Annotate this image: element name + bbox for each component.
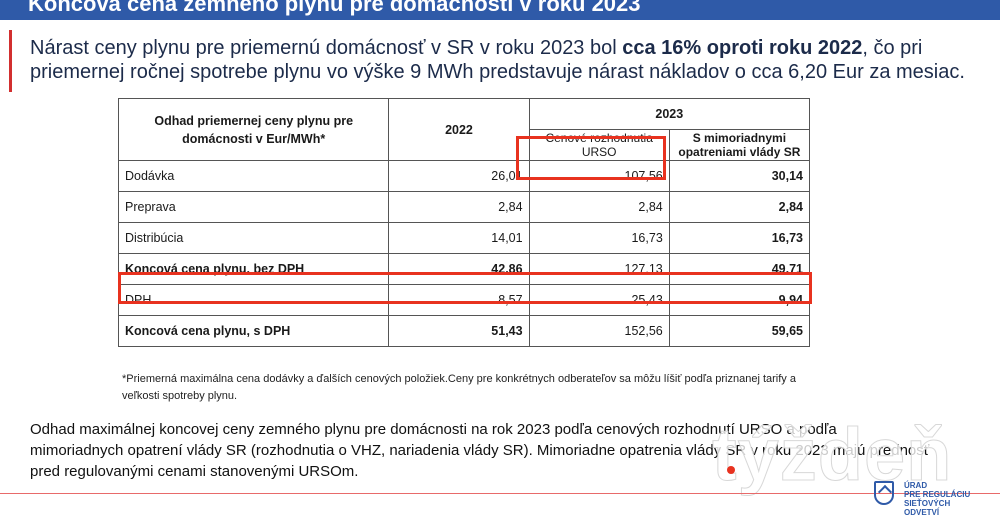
cell-2022: 8,57: [388, 284, 530, 316]
cell-urso: 152,56: [528, 315, 670, 347]
table-row: DPH 8,57 25,43 9,94: [117, 284, 811, 316]
logo-line: SIEŤOVÝCH: [904, 499, 951, 508]
row-label: Koncová cena plynu, s DPH: [117, 315, 390, 347]
cell-urso: 107,56: [528, 160, 670, 192]
cell-vlada: 59,65: [668, 315, 811, 347]
cell-2022: 26,01: [388, 160, 530, 192]
logo-text: ÚRAD PRE REGULÁCIU SIEŤOVÝCH ODVETVÍ: [904, 481, 984, 517]
table-header-2022: 2022: [388, 98, 530, 161]
cell-urso: 2,84: [528, 191, 670, 223]
row-label: Distribúcia: [117, 222, 390, 254]
cell-vlada: 30,14: [668, 160, 811, 192]
row-label: Dodávka: [117, 160, 390, 192]
footnote: *Priemerná maximálna cena dodávky a ďalš…: [122, 373, 796, 402]
cell-2022: 42,86: [388, 253, 530, 285]
bottom-paragraph: Odhad maximálnej koncovej ceny zemného p…: [30, 421, 930, 480]
cell-urso: 127,13: [528, 253, 670, 285]
cell-vlada: 2,84: [668, 191, 811, 223]
bottom-divider: [0, 493, 1000, 494]
table-row: Distribúcia 14,01 16,73 16,73: [117, 222, 811, 254]
intro-highlight: cca 16% oproti roku 2022: [622, 37, 863, 59]
cell-2022: 51,43: [388, 315, 530, 347]
cell-urso: 25,43: [528, 284, 670, 316]
watermark-dot: [727, 466, 735, 474]
table-row: Dodávka 26,01 107,56 30,14: [117, 160, 811, 192]
row-label: Koncová cena plynu, bez DPH: [117, 253, 390, 285]
title-bar: Koncová cena zemného plynu pre domácnost…: [0, 0, 1000, 20]
intro-text-2: , čo pri priemernej ročnej spotrebe plyn…: [30, 37, 965, 83]
cell-vlada: 49,71: [668, 253, 811, 285]
table-header-label: Odhad priemernej ceny plynu pre domácnos…: [117, 98, 390, 161]
table-header-vlada: S mimoriadnymi opatreniami vlády SR: [668, 129, 811, 161]
cell-2022: 2,84: [388, 191, 530, 223]
cell-2022: 14,01: [388, 222, 530, 254]
page-title: Koncová cena zemného plynu pre domácnost…: [28, 0, 641, 16]
logo-line: PRE REGULÁCIU: [904, 490, 971, 499]
intro-text-1: Nárast ceny plynu pre priemernú domácnos…: [30, 37, 623, 59]
row-label: Preprava: [117, 191, 390, 223]
intro-paragraph: Nárast ceny plynu pre priemernú domácnos…: [30, 36, 995, 84]
table-row: Preprava 2,84 2,84 2,84: [117, 191, 811, 223]
cell-urso: 16,73: [528, 222, 670, 254]
urso-logo: ÚRAD PRE REGULÁCIU SIEŤOVÝCH ODVETVÍ: [872, 475, 992, 522]
table-row: Koncová cena plynu, s DPH 51,43 152,56 5…: [117, 315, 811, 347]
price-table: Odhad priemernej ceny plynu pre domácnos…: [117, 98, 811, 347]
logo-line: ODVETVÍ: [904, 508, 940, 517]
watermark: týždeň: [711, 413, 953, 497]
cell-vlada: 16,73: [668, 222, 811, 254]
table-row-highlighted: Koncová cena plynu, bez DPH 42,86 127,13…: [117, 253, 811, 285]
shield-icon: [874, 481, 894, 505]
accent-line: [9, 30, 12, 92]
table-header-2023: 2023: [528, 98, 811, 130]
cell-vlada: 9,94: [668, 284, 811, 316]
table-header-urso: Cenové rozhodnutia URSO: [528, 129, 670, 161]
row-label: DPH: [117, 284, 390, 316]
logo-line: ÚRAD: [904, 481, 928, 490]
